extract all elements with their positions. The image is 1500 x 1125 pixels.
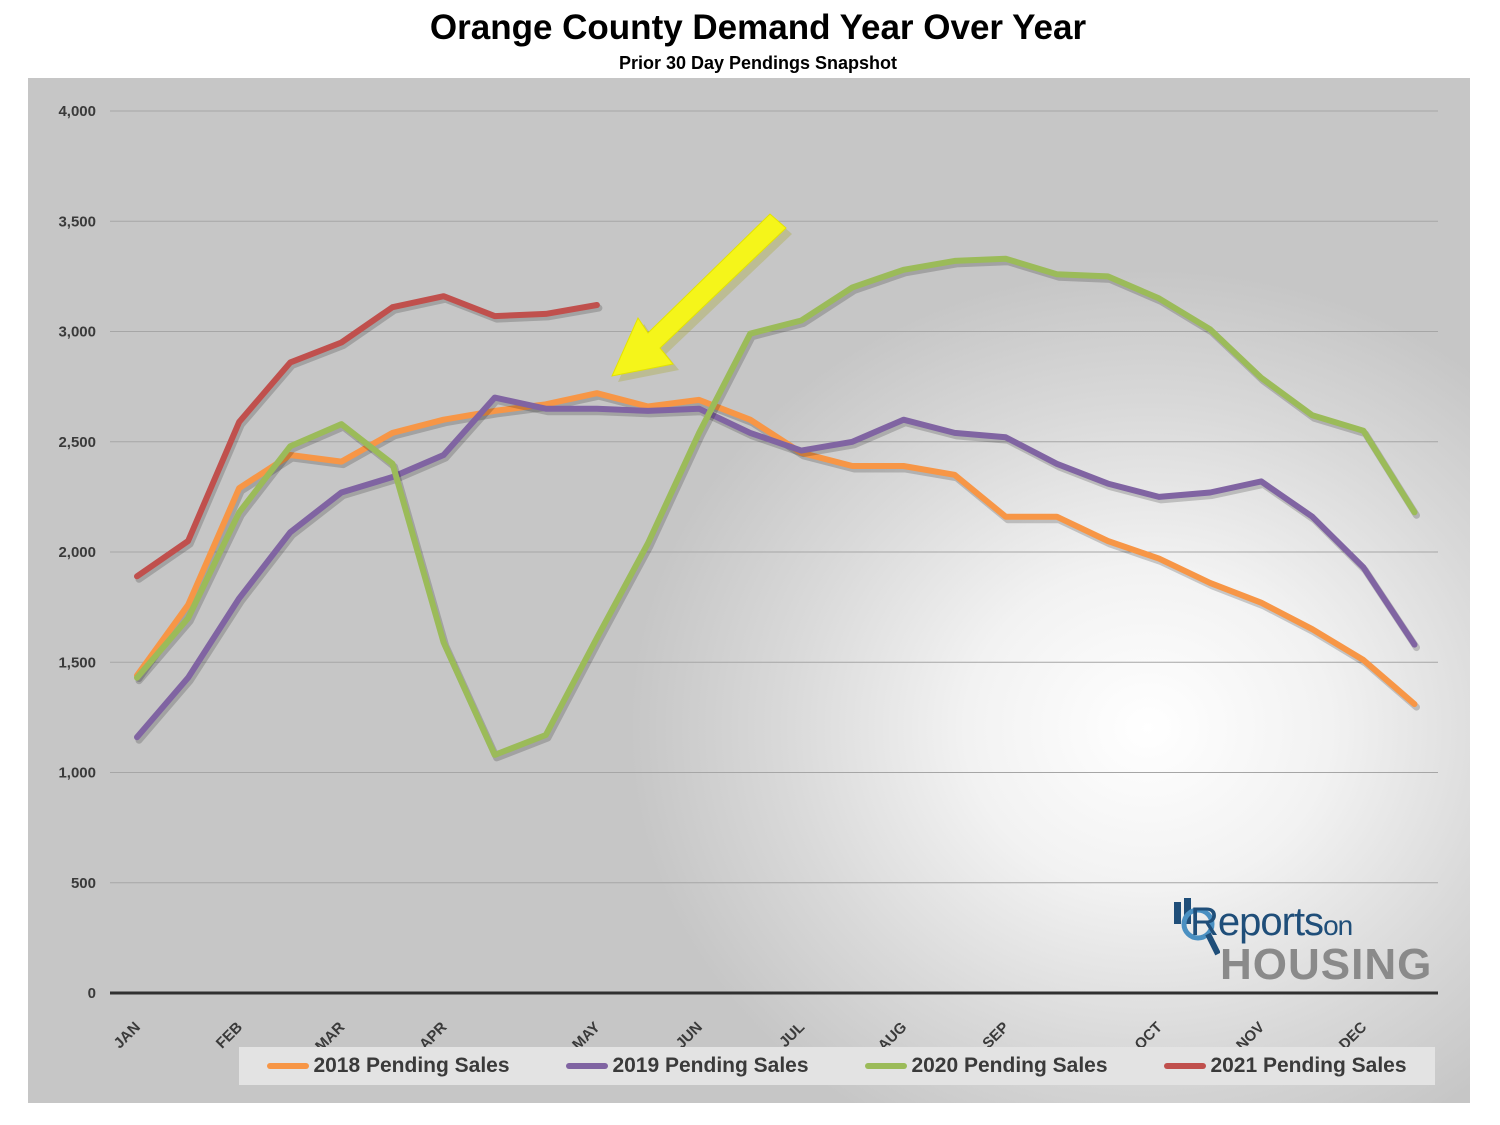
y-tick-label: 3,500 — [58, 213, 96, 230]
highlight-arrow — [611, 213, 792, 382]
legend-label-2019: 2019 Pending Sales — [612, 1054, 809, 1077]
legend-swatch-2018 — [267, 1063, 310, 1069]
line-chart: 05001,0001,5002,0002,5003,0003,5004,000 … — [58, 103, 1438, 1055]
series-line-2020 — [134, 255, 1418, 758]
y-tick-label: 500 — [71, 875, 96, 892]
y-tick-label: 3,000 — [58, 324, 96, 341]
logo-line1: Reportson — [1190, 900, 1353, 944]
y-tick-label: 2,500 — [58, 434, 96, 451]
legend-label-2020: 2020 Pending Sales — [911, 1054, 1108, 1077]
reports-on-housing-logo: Reportson HOUSING — [1172, 898, 1431, 989]
legend-swatch-2019 — [566, 1063, 609, 1069]
y-tick-label: 0 — [88, 985, 96, 1002]
legend-label-2021: 2021 Pending Sales — [1210, 1054, 1407, 1077]
chart-title: Orange County Demand Year Over Year — [429, 8, 1087, 47]
y-tick-label: 2,000 — [58, 544, 96, 561]
legend-swatch-2021 — [1164, 1063, 1207, 1069]
chart-legend: 2018 Pending Sales 2019 Pending Sales 20… — [239, 1047, 1435, 1085]
x-tick-label-jan: JAN — [111, 1019, 144, 1052]
series-lines — [134, 255, 1420, 762]
series-line-2021 — [134, 293, 600, 580]
legend-item-2021: 2021 Pending Sales — [1164, 1054, 1407, 1078]
legend-item-2019: 2019 Pending Sales — [566, 1054, 809, 1078]
series-line-2019 — [134, 394, 1418, 741]
series-shadow-1 — [135, 397, 1420, 744]
y-axis-ticks: 0 500 1,000 1,500 2,000 2,500 3,000 3,500 4,000 — [58, 103, 96, 1002]
legend-item-2020: 2020 Pending Sales — [865, 1054, 1108, 1078]
series-shadow-3 — [135, 295, 603, 583]
logo-mark-icon — [1174, 898, 1220, 956]
legend-label-2018: 2018 Pending Sales — [313, 1054, 510, 1077]
y-tick-label: 1,000 — [58, 765, 96, 782]
y-tick-label: 4,000 — [58, 103, 96, 120]
legend-item-2018: 2018 Pending Sales — [267, 1054, 510, 1078]
y-tick-label: 1,500 — [58, 654, 96, 671]
logo-line2: HOUSING — [1220, 940, 1433, 989]
chart-subtitle: Prior 30 Day Pendings Snapshot — [618, 53, 898, 73]
chart-area: 0 500 1,000 1,500 2,000 2,500 3,000 3,500 4,000 … — [28, 78, 1470, 1103]
series-line-2018 — [134, 390, 1418, 708]
legend-swatch-2020 — [865, 1063, 908, 1069]
